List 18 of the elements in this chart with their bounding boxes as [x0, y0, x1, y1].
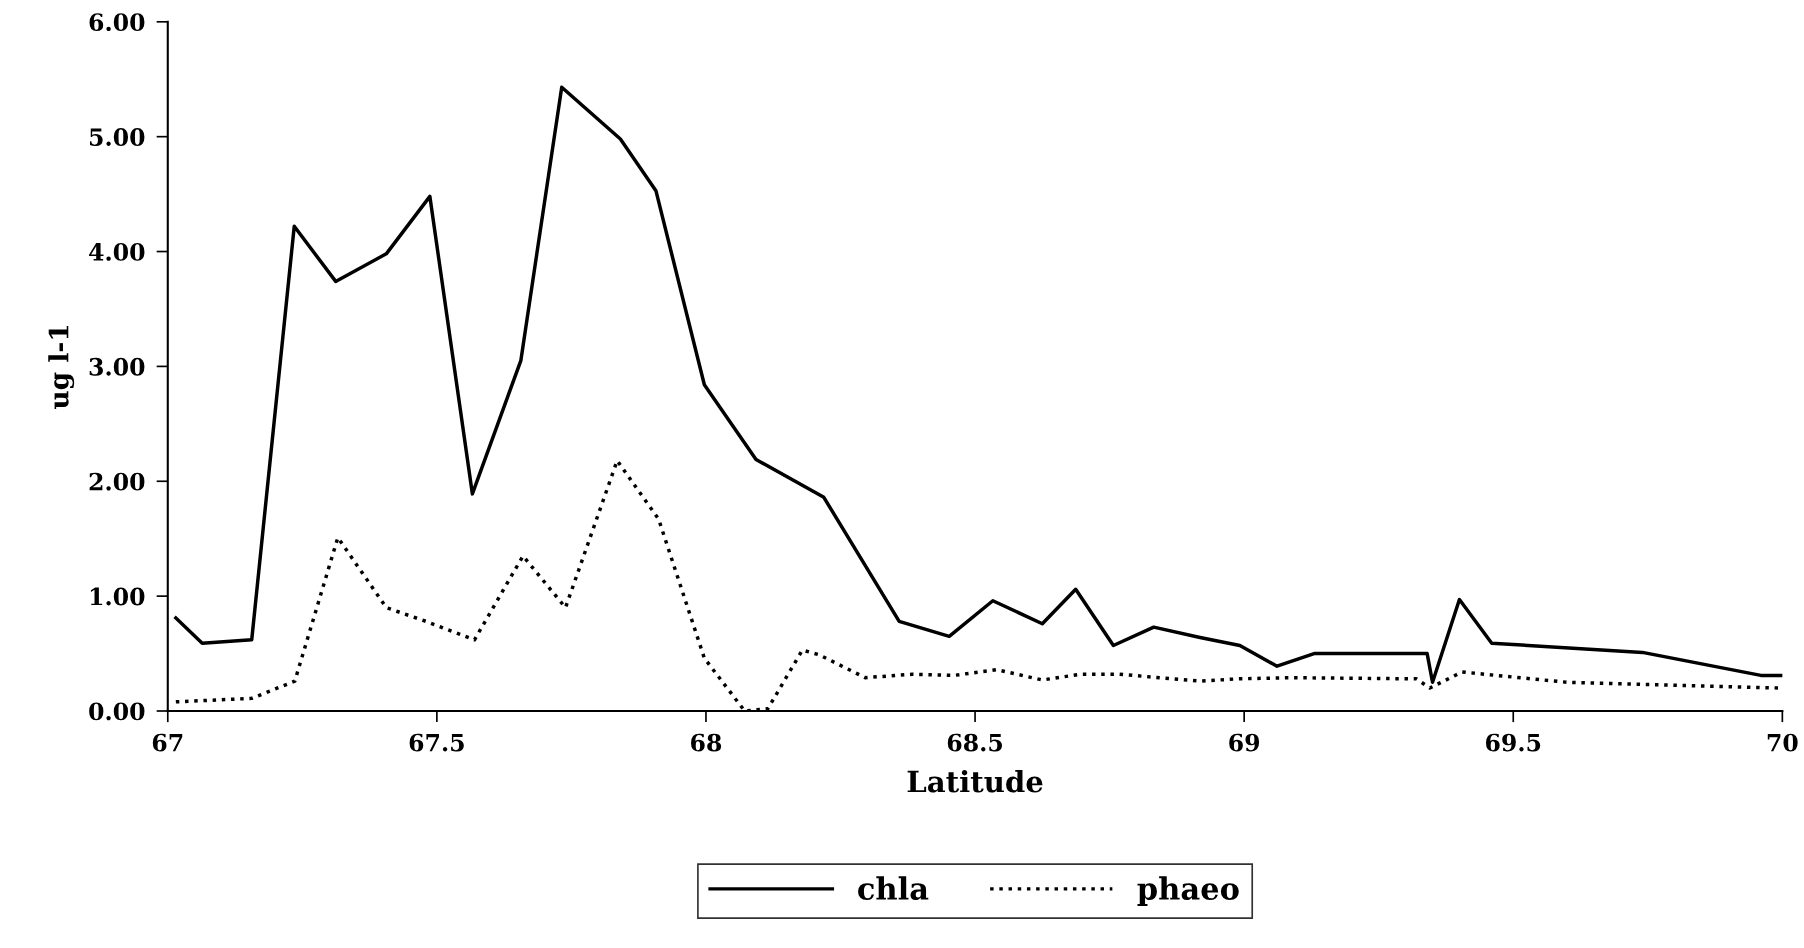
- x-tick-label: 68.5: [947, 733, 1003, 752]
- y-tick-label: 5.00: [89, 128, 145, 146]
- legend-label: chla: [858, 876, 929, 900]
- y-tick-label: 4.00: [89, 242, 145, 261]
- x-tick-label: 67.5: [409, 733, 464, 752]
- x-tick-label: 68: [691, 733, 722, 752]
- y-tick-label: 3.00: [89, 357, 145, 376]
- y-tick-label: 2.00: [89, 472, 145, 491]
- x-tick-label: 67: [152, 733, 183, 752]
- x-tick-label: 69.5: [1485, 733, 1541, 752]
- legend-label: phaeo: [1137, 876, 1239, 906]
- y-axis-title: ug l-1: [48, 325, 75, 409]
- y-tick-label: 0.00: [89, 702, 145, 721]
- y-tick-label: 1.00: [90, 587, 145, 606]
- x-tick-label: 69: [1229, 733, 1260, 752]
- x-tick-label: 70: [1767, 733, 1798, 752]
- y-tick-label: 6.00: [89, 13, 145, 32]
- x-axis-title: Latitude: [907, 769, 1043, 793]
